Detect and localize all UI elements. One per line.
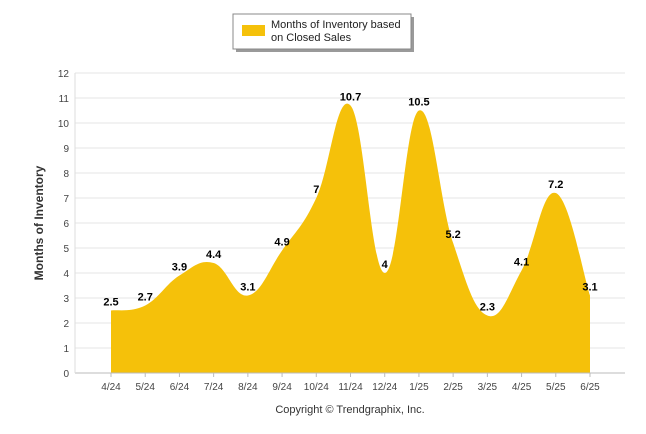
x-tick-label: 6/25 — [580, 382, 600, 393]
x-tick-label: 10/24 — [304, 382, 329, 393]
x-tick-label: 12/24 — [372, 382, 397, 393]
y-tick-label: 12 — [58, 69, 70, 80]
x-tick-label: 3/25 — [478, 382, 498, 393]
data-label: 10.7 — [340, 92, 361, 104]
x-tick-label: 11/24 — [338, 382, 363, 393]
y-tick-label: 10 — [58, 119, 70, 130]
y-tick-label: 6 — [63, 219, 69, 230]
y-axis-title: Months of Inventory — [32, 165, 46, 280]
x-tick-marks — [110, 373, 591, 377]
x-tick-label: 2/25 — [443, 382, 463, 393]
data-label: 7 — [313, 184, 319, 196]
legend-swatch — [242, 25, 265, 36]
legend-label-line1: Months of Inventory based — [271, 19, 401, 31]
y-tick-label: 9 — [63, 144, 69, 155]
x-tick-label: 5/25 — [546, 382, 566, 393]
data-label: 2.3 — [480, 302, 495, 314]
legend-label-line2: on Closed Sales — [271, 32, 352, 44]
data-label: 3.9 — [172, 262, 187, 274]
x-tick-label: 7/24 — [204, 382, 224, 393]
data-label: 7.2 — [548, 179, 563, 191]
y-tick-label: 0 — [63, 369, 69, 380]
y-tick-label: 4 — [63, 269, 69, 280]
x-tick-labels: 4/24 5/24 6/24 7/24 8/24 9/24 10/24 11/24 12/24 1… — [101, 382, 600, 393]
data-label: 4.9 — [274, 237, 289, 249]
y-tick-label: 8 — [63, 169, 69, 180]
data-label: 2.7 — [138, 292, 153, 304]
y-tick-label: 7 — [63, 194, 69, 205]
data-label: 10.5 — [408, 97, 429, 109]
y-tick-label: 2 — [63, 319, 69, 330]
inventory-area — [111, 103, 590, 373]
y-tick-label: 3 — [63, 294, 69, 305]
data-label: 3.1 — [240, 282, 255, 294]
x-tick-label: 9/24 — [272, 382, 292, 393]
data-label: 3.1 — [582, 282, 597, 294]
x-tick-label: 8/24 — [238, 382, 258, 393]
x-tick-label: 6/24 — [170, 382, 190, 393]
x-tick-label: 4/24 — [101, 382, 121, 393]
data-label: 4 — [382, 259, 389, 271]
data-label: 5.2 — [445, 229, 460, 241]
legend: Months of Inventory based on Closed Sale… — [232, 13, 414, 52]
data-label: 4.1 — [514, 257, 529, 269]
y-tick-label: 11 — [59, 94, 70, 105]
data-label: 4.4 — [206, 249, 222, 261]
x-tick-label: 1/25 — [409, 382, 429, 393]
y-tick-label: 5 — [63, 244, 69, 255]
data-label: 2.5 — [103, 297, 118, 309]
y-tick-label: 1 — [63, 344, 69, 355]
x-tick-label: 5/24 — [135, 382, 155, 393]
copyright-text: Copyright © Trendgraphix, Inc. — [275, 404, 424, 416]
x-tick-label: 4/25 — [512, 382, 532, 393]
data-labels: 2.5 2.7 3.9 4.4 3.1 4.9 7 10.7 4 10.5 5.2 2.3 4.1 7.2… — [103, 92, 597, 314]
